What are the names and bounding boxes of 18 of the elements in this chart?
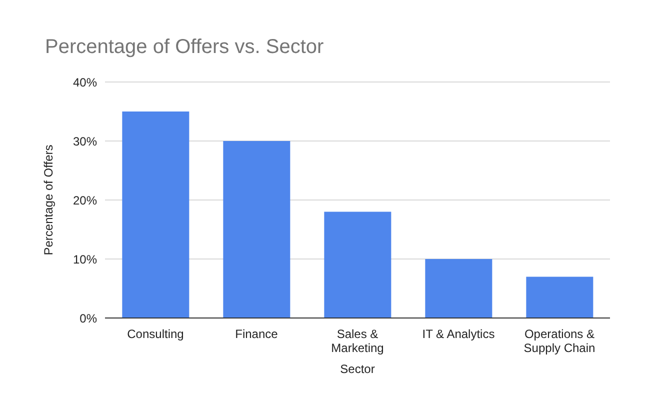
y-tick-label: 20% (72, 193, 98, 208)
y-tick-label: 40% (72, 75, 98, 90)
x-tick-label: Finance (235, 327, 278, 341)
chart-title: Percentage of Offers vs. Sector (45, 36, 324, 59)
y-tick-label: 0% (80, 311, 98, 326)
x-tick-label: Consulting (127, 327, 184, 341)
y-axis-title: Percentage of Offers (41, 144, 56, 256)
y-tick-label: 30% (72, 134, 98, 148)
y-tick-label: 10% (72, 252, 98, 266)
x-tick-label: Sales & Marketing (331, 327, 384, 355)
x-tick-label: IT & Analytics (422, 327, 495, 341)
x-axis-title: Sector (340, 362, 375, 376)
x-tick-label: Operations & Supply Chain (524, 327, 596, 355)
bar (526, 276, 594, 318)
bar (122, 112, 190, 318)
bar (223, 141, 290, 318)
bar (324, 212, 392, 318)
bar (425, 259, 492, 318)
